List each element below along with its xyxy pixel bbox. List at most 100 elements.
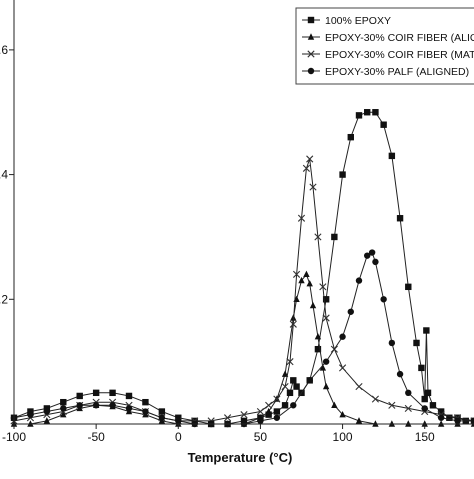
legend-marker (307, 16, 315, 24)
series-3-point (319, 283, 327, 291)
series-3-point (388, 401, 396, 409)
series-4-point (158, 414, 166, 421)
series-4-point (339, 333, 346, 340)
series-1-point (286, 389, 294, 397)
x-tick-label: 50 (254, 430, 268, 444)
series-4-point (405, 389, 412, 397)
series-layer (10, 109, 474, 428)
series-1-point (60, 398, 67, 406)
series-1 (10, 109, 474, 428)
series-3-point (309, 183, 317, 191)
series-4-point (454, 417, 461, 425)
legend-marker (307, 50, 315, 58)
series-3-point (223, 414, 232, 422)
series-2-point (319, 364, 327, 371)
series-4-point (92, 402, 100, 409)
legend: 100% EPOXY EPOXY-30% COIR FIBER (ALIGNED)… (295, 7, 474, 85)
x-axis-title: Temperature (°C) (188, 450, 293, 465)
series-4-point (109, 402, 116, 409)
series-3-point (322, 314, 330, 322)
legend-marker (307, 67, 315, 75)
series-2-point (322, 382, 330, 390)
x-tick-label: 150 (415, 430, 435, 444)
legend-label: EPOXY-30% PALF (ALIGNED) (325, 66, 469, 78)
series-1-point (125, 392, 133, 400)
legend-label: EPOXY-30% COIR FIBER (ALIGNED) (325, 32, 474, 44)
series-1-point (355, 112, 363, 119)
series-2-line (14, 273, 474, 425)
series-2-point (43, 417, 51, 424)
series-4-point (372, 258, 379, 266)
series-1-point (437, 408, 445, 415)
series-4-point (175, 417, 182, 425)
series-3-point (289, 320, 297, 328)
series-3-point (256, 407, 265, 416)
series-4-point (380, 296, 387, 303)
x-tick-label: -50 (87, 430, 105, 444)
series-3-point (404, 404, 412, 413)
y-tick-label: .6 (0, 43, 8, 57)
series-4-point (322, 358, 330, 365)
series-4-point (437, 414, 445, 421)
legend-item-1: 100% EPOXY (302, 15, 391, 27)
series-1-point (396, 215, 404, 222)
series-3-point (302, 164, 311, 172)
series-2-point (309, 301, 317, 309)
series-4-point (76, 402, 83, 409)
series-4-point (273, 414, 281, 421)
series-1-point (418, 364, 425, 372)
series-1-point (372, 109, 379, 116)
series-1-point (281, 402, 289, 409)
series-2-point (331, 401, 338, 408)
series-1-point (331, 233, 338, 241)
series-4-line (13, 251, 474, 425)
series-4-point (290, 402, 297, 409)
series-1-point (380, 121, 387, 128)
axis-layer: -100 -50 0 50 100 150 .2 .4 .6 (0, 0, 474, 444)
legend-marker (307, 33, 315, 40)
series-3-point (338, 364, 347, 372)
series-1-point (109, 389, 116, 397)
series-3-point (292, 270, 301, 278)
series-2-point (281, 370, 289, 377)
series-4-point (396, 370, 404, 378)
series-1-point (364, 109, 371, 116)
series-2-point (303, 270, 310, 278)
series-4 (10, 249, 474, 428)
series-1-point (413, 339, 420, 347)
series-4-point (355, 277, 363, 284)
legend-label: EPOXY-30% COIR FIBER (MAT) (325, 49, 474, 61)
series-1-point (339, 171, 346, 178)
series-1-point (265, 411, 272, 418)
series-3-point (265, 401, 273, 409)
series-1-point (314, 345, 322, 353)
series-4-point (388, 339, 396, 347)
series-1-point (446, 414, 453, 421)
series-2-point (298, 276, 305, 284)
series-2-point (314, 333, 322, 340)
series-3-point (240, 411, 248, 419)
legend-box (295, 7, 474, 85)
series-1-point (158, 408, 166, 415)
series-4-point (257, 417, 264, 425)
series-4-point (421, 405, 428, 412)
series-1-point (424, 389, 432, 397)
series-1-point (92, 389, 100, 397)
series-3-point (314, 233, 322, 241)
series-3-point (306, 155, 314, 163)
series-4-point (347, 308, 354, 315)
series-4-point (364, 252, 371, 259)
series-1-point (76, 392, 83, 400)
series-1-point (405, 283, 412, 291)
y-tick-label: .2 (0, 292, 8, 306)
series-2-point (60, 410, 67, 418)
series-4-point (27, 411, 34, 418)
legend-item-2: EPOXY-30% COIR FIBER (ALIGNED) (302, 32, 474, 44)
series-3-point (371, 395, 380, 403)
series-2-point (339, 410, 346, 418)
series-4-point (306, 377, 313, 384)
series-1-point (142, 398, 149, 406)
series-4-point (43, 408, 51, 415)
